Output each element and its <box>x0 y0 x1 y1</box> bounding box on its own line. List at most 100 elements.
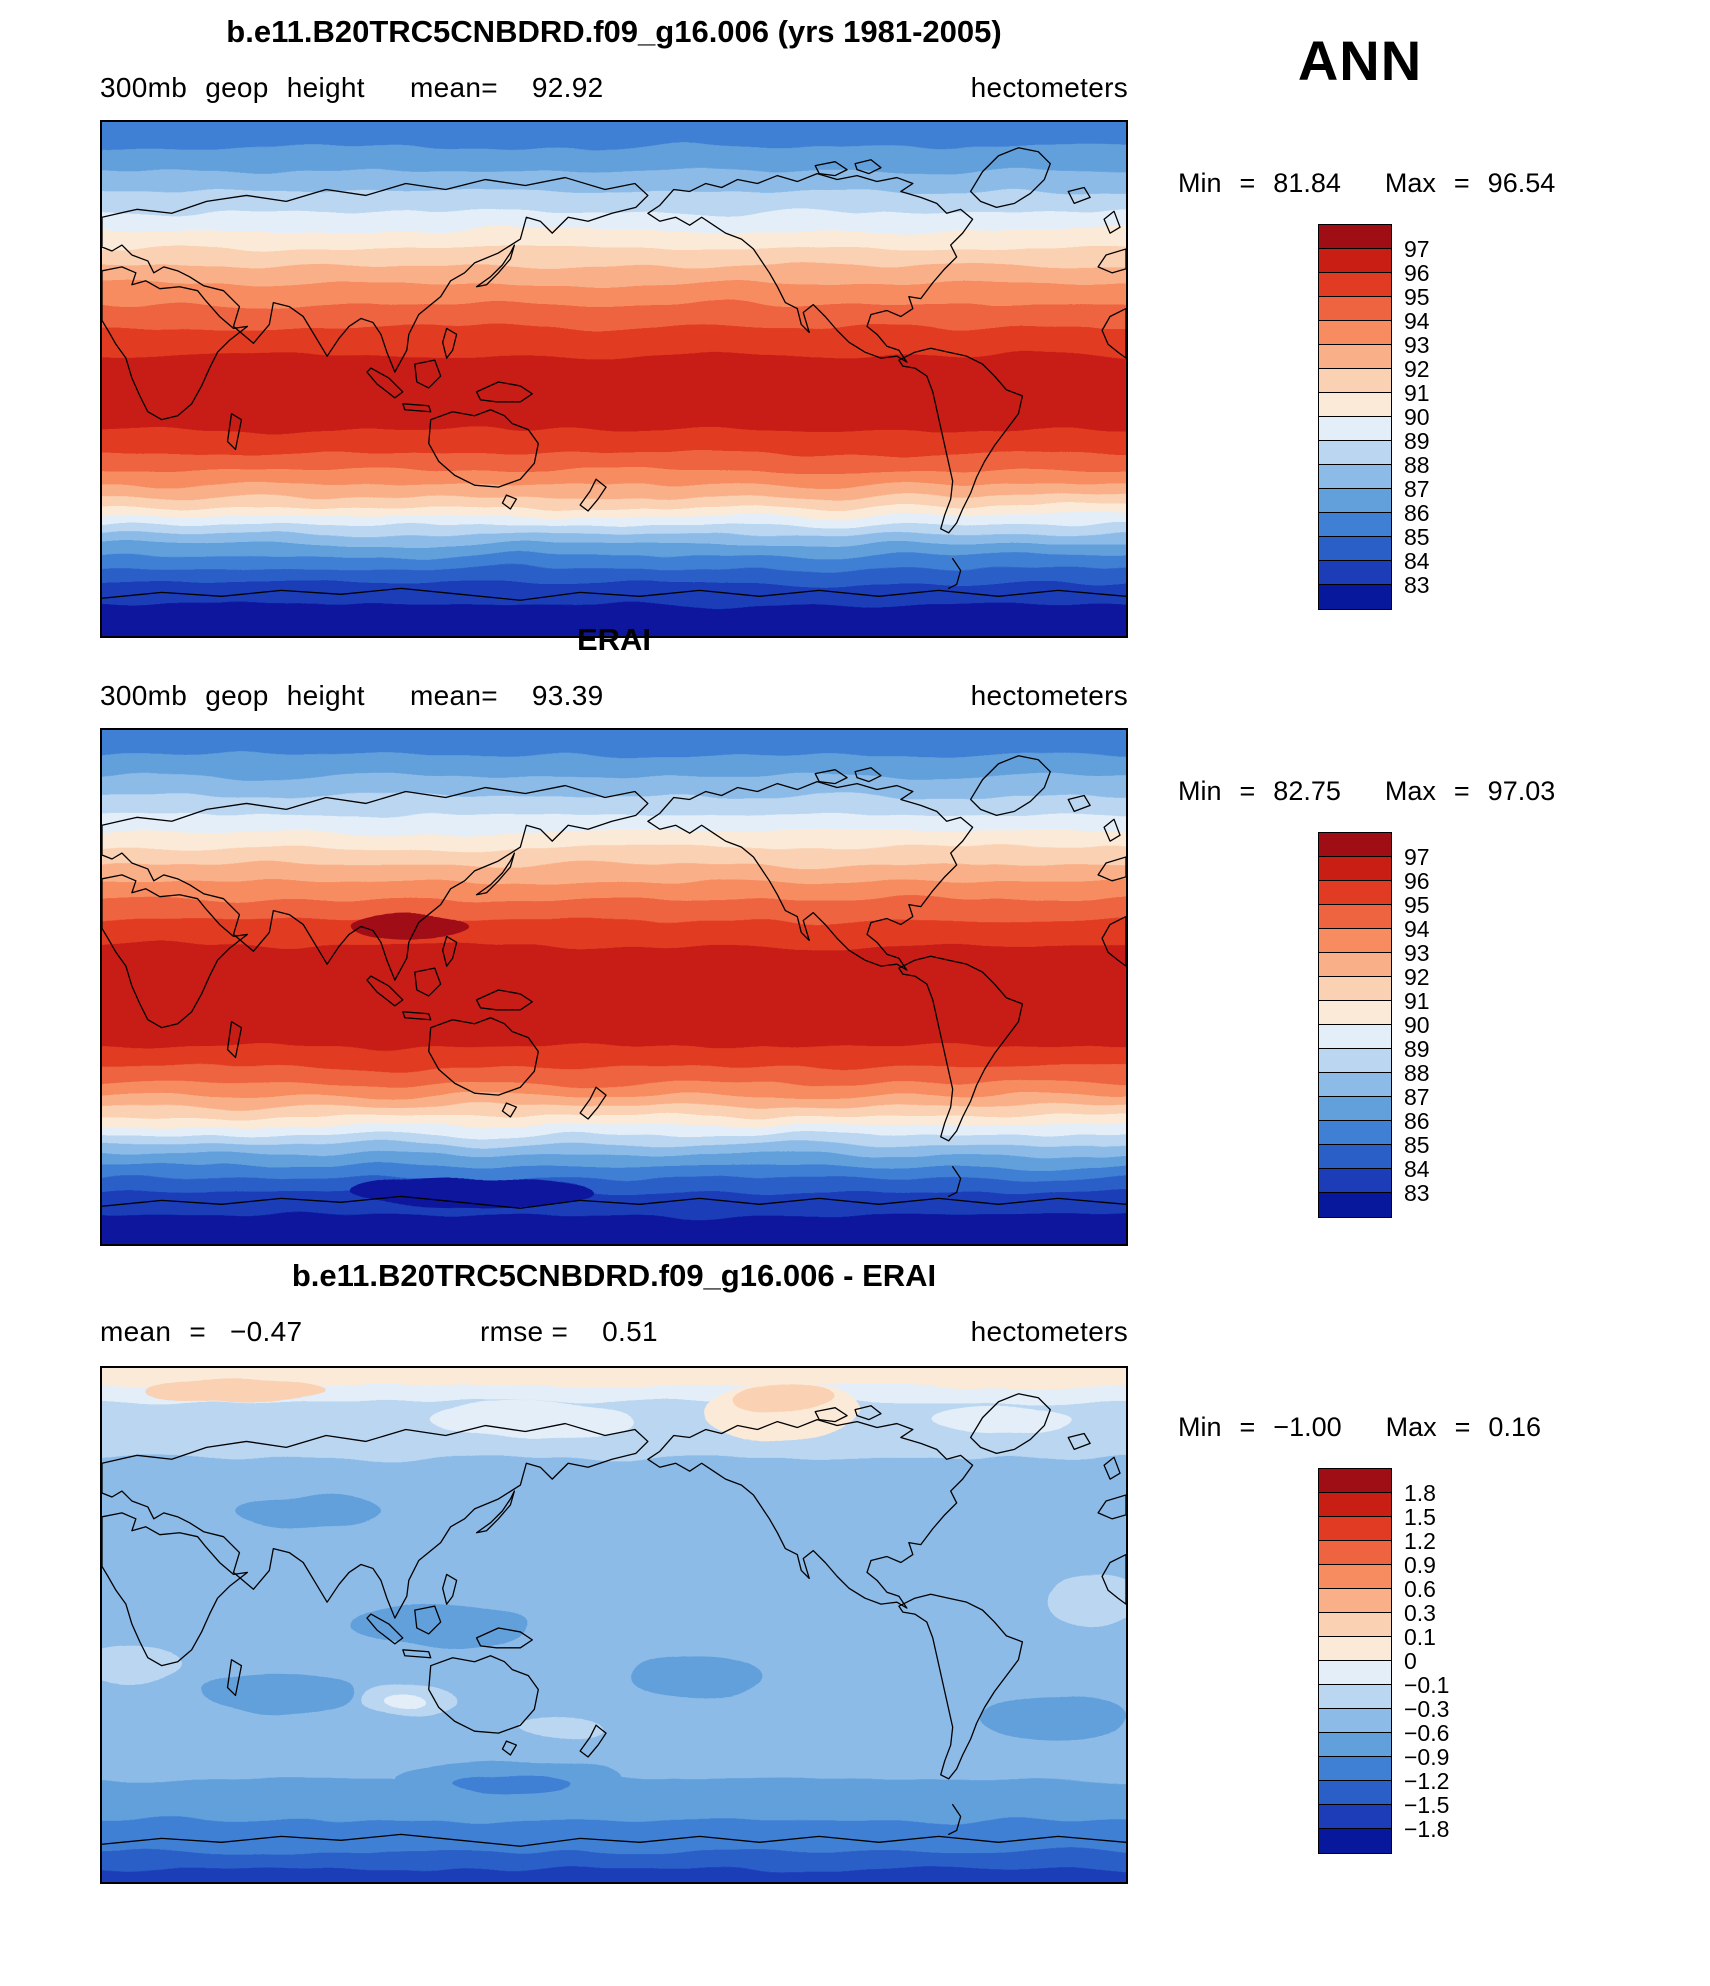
coastline-path <box>647 780 974 971</box>
coastline-path <box>501 1740 518 1756</box>
coastline-path <box>948 1803 962 1836</box>
coastline-path <box>102 874 249 1029</box>
colorbar-cell <box>1319 1541 1391 1565</box>
coastline-path <box>814 769 848 785</box>
colorbar-cell <box>1319 393 1391 417</box>
colorbar-cell <box>1319 369 1391 393</box>
min-value: 82.75 <box>1273 776 1341 806</box>
coastline-path <box>647 1418 974 1609</box>
equals-sign: = <box>1239 168 1256 198</box>
coastline-path <box>1101 307 1126 359</box>
colorbar-cell <box>1319 249 1391 273</box>
min-value: 81.84 <box>1273 168 1341 198</box>
colorbar-label: 89 <box>1404 428 1430 454</box>
season-label: ANN <box>1297 29 1423 92</box>
colorbar-cell <box>1319 1469 1391 1493</box>
coastline-path <box>442 935 458 967</box>
coastline-path <box>1103 1456 1121 1480</box>
colorbar-cell <box>1319 1829 1391 1853</box>
coastline-path <box>1067 1432 1091 1451</box>
colorbar-label: 1.8 <box>1404 1480 1436 1506</box>
coastline-path <box>854 159 882 175</box>
colorbar-labels-model: 97 96 95 94 93 92 91 90 89 88 87 86 85 84 83 <box>1404 225 1494 625</box>
mean-value: 92.92 <box>531 72 604 103</box>
coastline-path <box>1097 1494 1126 1520</box>
colorbar-label: −1.8 <box>1404 1816 1450 1842</box>
colorbar-label: 83 <box>1404 1180 1430 1206</box>
colorbar-cell <box>1319 585 1391 609</box>
colorbar-cell <box>1319 1757 1391 1781</box>
panel1-minmax: Min = 81.84 Max = 96.54 <box>1178 168 1648 199</box>
colorbar-labels-difference: 1.8 1.5 1.2 0.9 0.6 0.3 0.1 0 −0.1 −0.3 −0.6 −0.9 −1… <box>1404 1469 1494 1869</box>
min-label: Min <box>1178 168 1222 198</box>
coastline-path <box>402 1011 432 1021</box>
colorbar-cell <box>1319 1025 1391 1049</box>
colorbar-label: 90 <box>1404 1012 1430 1038</box>
panel2-title: ERAI <box>576 622 652 657</box>
colorbar-cell <box>1319 1637 1391 1661</box>
colorbar-label: 86 <box>1404 1108 1430 1134</box>
colorbar-cell <box>1319 1685 1391 1709</box>
colorbar-labels-erai: 97 96 95 94 93 92 91 90 89 88 87 86 85 84 83 <box>1404 833 1494 1233</box>
units-label: hectometers <box>970 680 1128 711</box>
coastline-path <box>1103 210 1121 234</box>
colorbar-label: 88 <box>1404 452 1430 478</box>
colorbar-cell <box>1319 953 1391 977</box>
coastline-path <box>579 1724 607 1758</box>
colorbar-label: 95 <box>1404 284 1430 310</box>
colorbar-erai <box>1318 832 1392 1218</box>
coastline-path <box>948 557 962 590</box>
colorbar-cell <box>1319 537 1391 561</box>
coastline-path <box>501 1102 518 1118</box>
coastline-path <box>814 1407 848 1423</box>
colorbar-cell <box>1319 1493 1391 1517</box>
colorbar-cell <box>1319 1709 1391 1733</box>
panel2-subhead: 300mb geop height mean= 93.39 hectometer… <box>100 680 1128 716</box>
colorbar-label: 88 <box>1404 1060 1430 1086</box>
mean-label: mean = <box>100 1316 206 1347</box>
colorbar-label: 96 <box>1404 868 1430 894</box>
colorbar-label: 85 <box>1404 524 1430 550</box>
coastline-path <box>442 327 458 359</box>
coastline-path <box>475 244 516 288</box>
colorbar-label: −1.2 <box>1404 1768 1450 1794</box>
coastline-path <box>1103 818 1121 842</box>
coastline-path <box>854 1405 882 1421</box>
coastline-path <box>898 955 1024 1142</box>
colorbar-label: −1.5 <box>1404 1792 1450 1818</box>
world-map-svg <box>102 730 1126 1244</box>
colorbar-cell <box>1319 561 1391 585</box>
coastline-path <box>854 767 882 783</box>
field-label: 300mb geop height <box>100 680 365 711</box>
panel3-title: b.e11.B20TRC5CNBDRD.f09_g16.006 - ERAI <box>291 1258 937 1293</box>
coastline-path <box>428 409 539 488</box>
colorbar-label: 87 <box>1404 1084 1430 1110</box>
coastline-path <box>969 755 1051 816</box>
colorbar-label: 97 <box>1404 844 1430 870</box>
coastline-path <box>102 784 649 981</box>
colorbar-label: −0.9 <box>1404 1744 1450 1770</box>
world-map-svg <box>102 122 1126 636</box>
rmse-value: 0.51 <box>602 1316 658 1347</box>
coastline-path <box>102 1512 249 1667</box>
max-label: Max <box>1384 168 1436 198</box>
colorbar-cell <box>1319 1805 1391 1829</box>
colorbar-label: 97 <box>1404 236 1430 262</box>
coastline-path <box>402 1649 432 1659</box>
coastline-path <box>402 403 432 413</box>
coastline-path <box>579 1086 607 1120</box>
colorbar-model <box>1318 224 1392 610</box>
coastline-path <box>414 1605 442 1635</box>
colorbar-difference <box>1318 1468 1392 1854</box>
colorbar-label: 95 <box>1404 892 1430 918</box>
panel1-title: b.e11.B20TRC5CNBDRD.f09_g16.006 (yrs 198… <box>226 14 1002 49</box>
colorbar-cell <box>1319 225 1391 249</box>
colorbar-label: 0.3 <box>1404 1600 1436 1626</box>
coastline-path <box>475 381 533 403</box>
coastline-path <box>898 1593 1024 1780</box>
field-label: 300mb geop height <box>100 72 365 103</box>
colorbar-cell <box>1319 1049 1391 1073</box>
coastline-path <box>1097 856 1126 882</box>
colorbar-cell <box>1319 297 1391 321</box>
